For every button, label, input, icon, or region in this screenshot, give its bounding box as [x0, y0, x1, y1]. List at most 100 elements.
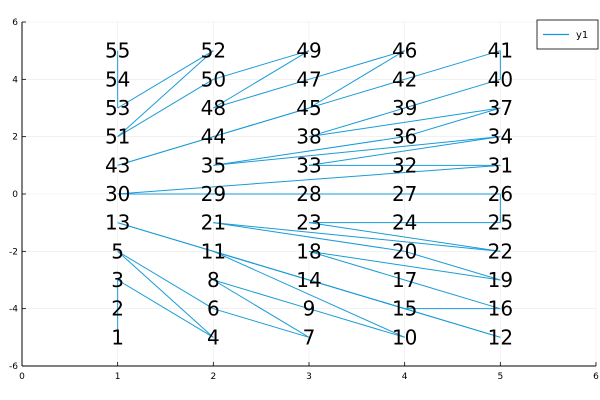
point-label: 37	[488, 96, 513, 120]
x-tick-label: 3	[306, 372, 312, 382]
point-label: 19	[488, 268, 513, 292]
series-segment	[308, 50, 405, 80]
point-label: 1	[111, 325, 124, 349]
x-tick-label: 0	[19, 372, 25, 382]
point-label: 50	[201, 67, 226, 91]
point-label: 38	[296, 125, 321, 149]
x-tick-label: 4	[402, 372, 408, 382]
point-label: 45	[296, 96, 321, 120]
point-label: 55	[105, 39, 130, 63]
x-tick-label: 6	[593, 372, 599, 382]
legend-label: y1	[576, 30, 588, 41]
point-label: 24	[392, 211, 417, 235]
point-label: 44	[201, 125, 226, 149]
point-label: 7	[303, 325, 316, 349]
point-label: 23	[296, 211, 321, 235]
point-label: 2	[111, 297, 124, 321]
point-label: 47	[296, 67, 321, 91]
y-tick-label: 6	[12, 18, 18, 28]
point-label: 18	[296, 239, 321, 263]
point-label: 8	[207, 268, 220, 292]
point-label: 3	[111, 268, 124, 292]
legend: y1	[536, 19, 599, 50]
series-segment	[213, 50, 310, 80]
point-label: 54	[105, 67, 130, 91]
point-label: 9	[303, 297, 316, 321]
series-segment	[308, 308, 405, 338]
point-label: 10	[392, 325, 417, 349]
point-label: 43	[105, 153, 130, 177]
series-segment	[308, 50, 405, 109]
series-segment	[117, 50, 214, 138]
point-label: 4	[207, 325, 220, 349]
series-segment	[404, 78, 501, 109]
point-label: 34	[488, 125, 513, 149]
series-segment	[308, 222, 501, 252]
point-label: 49	[296, 39, 321, 63]
series-segment	[308, 107, 501, 138]
point-label: 12	[488, 325, 513, 349]
x-tick-label: 2	[210, 372, 216, 382]
point-label: 22	[488, 239, 513, 263]
x-tick-label: 1	[115, 372, 121, 382]
point-label: 31	[488, 153, 513, 177]
y-tick-label: 2	[12, 133, 18, 143]
point-label: 48	[201, 96, 226, 120]
series-segment	[213, 107, 310, 138]
point-label: 20	[392, 239, 417, 263]
point-label: 53	[105, 96, 130, 120]
point-label: 27	[392, 182, 417, 206]
point-label: 25	[488, 211, 513, 235]
point-label: 42	[392, 67, 417, 91]
x-tick-label: 5	[497, 372, 503, 382]
series-segment	[308, 279, 405, 310]
point-label: 51	[105, 125, 130, 149]
point-label: 11	[201, 239, 226, 263]
point-label: 17	[392, 268, 417, 292]
point-label: 28	[296, 182, 321, 206]
series-segment	[213, 222, 501, 252]
series-segment	[117, 279, 214, 338]
series-segment	[308, 250, 405, 281]
point-label: 6	[207, 297, 220, 321]
series-segment	[213, 78, 310, 109]
y-tick-label: -6	[9, 362, 18, 372]
series-segment	[213, 50, 310, 109]
series-segment	[404, 50, 501, 80]
series-segment	[404, 107, 501, 138]
point-label: 26	[488, 182, 513, 206]
series-segment	[404, 279, 501, 310]
series-segment	[213, 279, 310, 310]
series-segment	[213, 279, 310, 338]
series-segment	[117, 136, 214, 166]
point-label: 39	[392, 96, 417, 120]
y-tick-label: -2	[9, 247, 18, 257]
point-label: 21	[201, 211, 226, 235]
series-segment	[213, 136, 501, 166]
point-label: 13	[105, 211, 130, 235]
point-label: 33	[296, 153, 321, 177]
series-segment	[404, 250, 501, 281]
point-label: 40	[488, 67, 513, 91]
point-label: 30	[105, 182, 130, 206]
point-label: 46	[392, 39, 417, 63]
series-line	[117, 50, 501, 338]
series-segment	[308, 107, 405, 138]
point-label: 15	[392, 297, 417, 321]
point-label: 41	[488, 39, 513, 63]
point-label: 14	[296, 268, 321, 292]
series-segment	[213, 136, 405, 166]
series-segment	[117, 78, 214, 138]
series-segment	[213, 222, 405, 252]
point-label: 52	[201, 39, 226, 63]
series-segment	[117, 164, 501, 195]
point-label: 32	[392, 153, 417, 177]
series-segment	[117, 222, 310, 281]
series-segment	[308, 136, 501, 166]
series-segment	[117, 50, 214, 109]
y-tick-label: 0	[12, 190, 18, 200]
series-segment	[213, 308, 310, 338]
